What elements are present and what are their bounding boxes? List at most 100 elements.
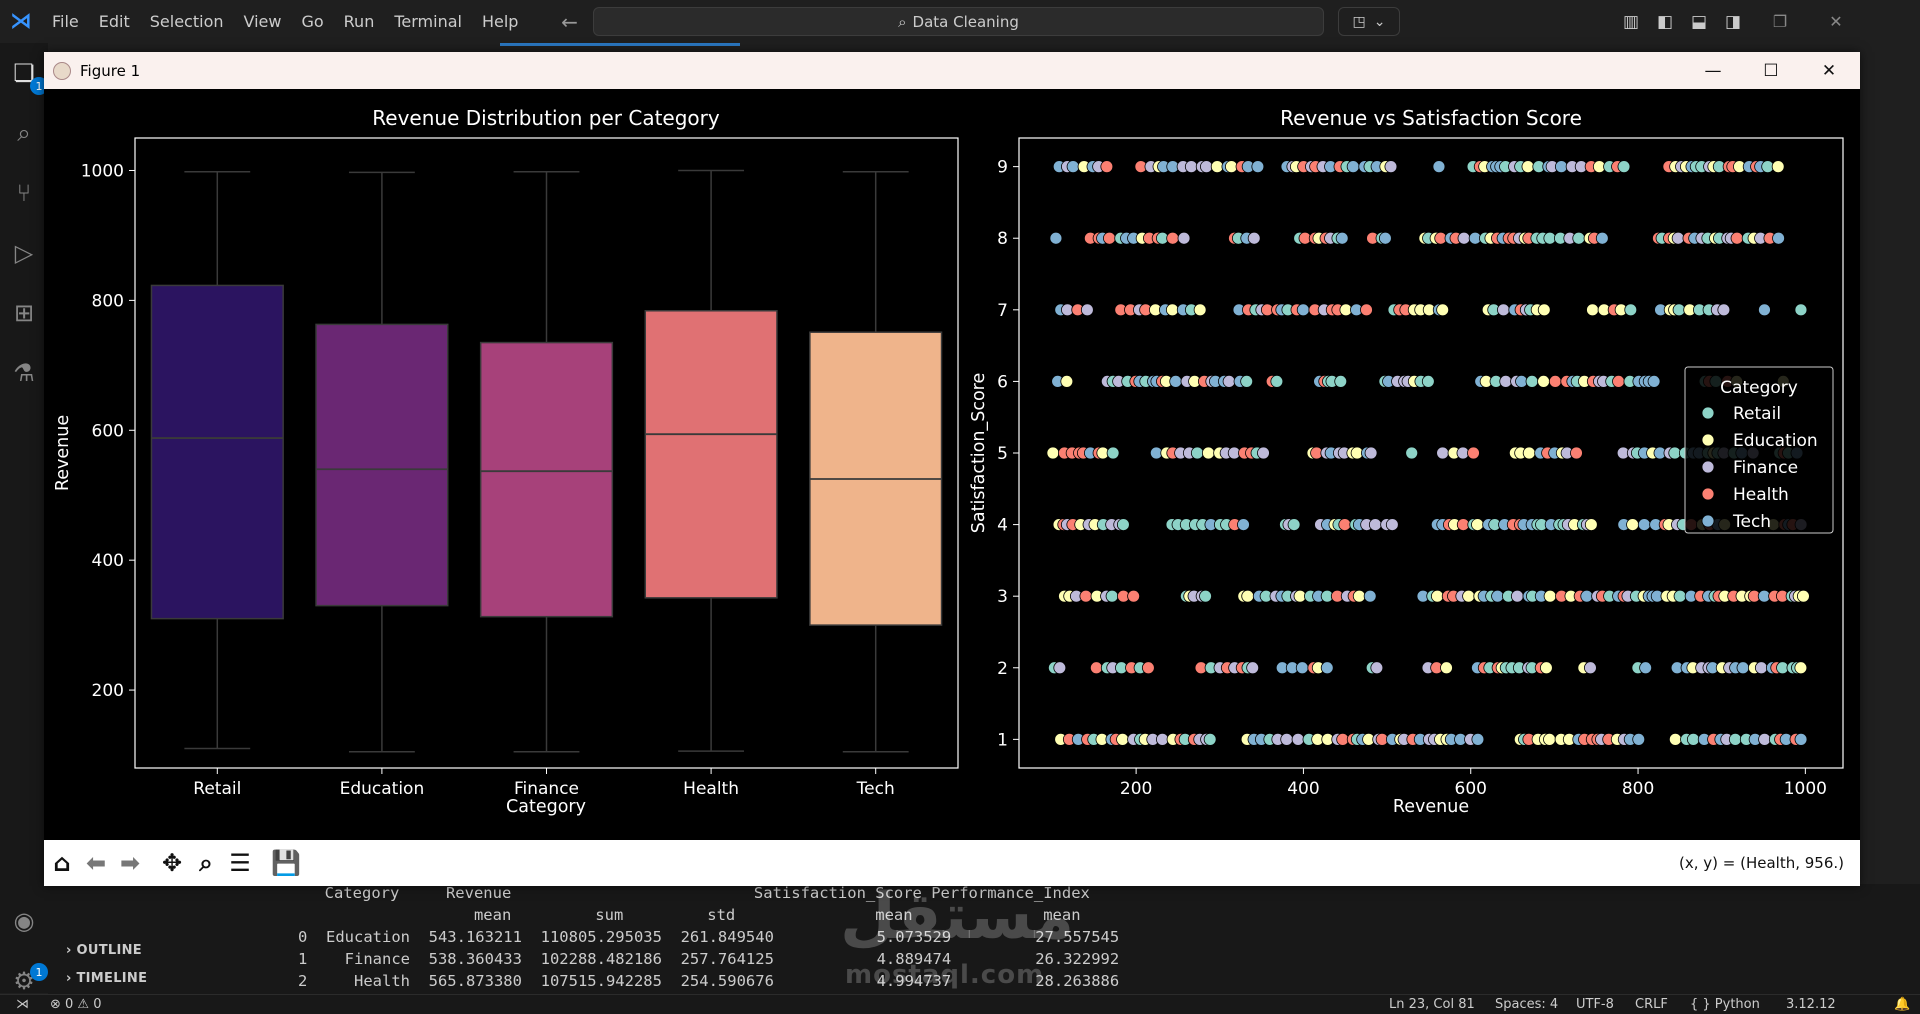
- menu-run[interactable]: Run: [343, 12, 375, 31]
- run-debug-icon[interactable]: ▷: [14, 239, 34, 267]
- save-icon[interactable]: 💾: [271, 849, 301, 877]
- toggle-primary-sidebar-icon[interactable]: ◧: [1656, 11, 1674, 32]
- source-control-icon[interactable]: ⑂: [16, 179, 32, 207]
- activity-bar: ❏ 1 ⌕ ⑂ ▷ ⊞ ⚗ ◉ ⚙ 1: [0, 43, 48, 995]
- close-window-icon[interactable]: ✕: [1829, 12, 1843, 31]
- encoding[interactable]: UTF-8: [1576, 997, 1614, 1012]
- scatter-point-education: [1440, 661, 1453, 675]
- outline-section[interactable]: › OUTLINE: [66, 943, 142, 958]
- account-icon[interactable]: ◉: [13, 907, 35, 935]
- scatter-point-education: [1543, 589, 1557, 603]
- forward-icon[interactable]: ➡: [119, 849, 141, 877]
- timeline-section[interactable]: › TIMELINE: [66, 971, 148, 986]
- zoom-icon[interactable]: ⌕: [199, 849, 213, 877]
- legend-frame: [1684, 366, 1834, 534]
- python-version[interactable]: 3.12.12: [1786, 997, 1836, 1012]
- problems-indicator[interactable]: ⊗ 0 ⚠ 0: [50, 997, 102, 1012]
- search-activity-icon[interactable]: ⌕: [17, 119, 31, 147]
- explorer-icon[interactable]: ❏: [13, 59, 35, 87]
- line-ending[interactable]: CRLF: [1635, 997, 1668, 1012]
- menu-help[interactable]: Help: [481, 12, 519, 31]
- figure-title-bar: Figure 1 — ☐ ✕: [44, 52, 1860, 89]
- terminal-header-1: Category Revenue Satisfaction_Score Perf…: [278, 884, 1090, 902]
- configure-subplots-icon[interactable]: ☰: [229, 849, 251, 877]
- figure-canvas[interactable]: Revenue Distribution per Category Catego…: [44, 89, 1860, 840]
- menu-edit[interactable]: Edit: [98, 12, 130, 31]
- scatter-point-education: [1165, 303, 1179, 317]
- scatter-ylabel: Satisfaction_Score: [969, 373, 989, 533]
- scatter-point-education: [1543, 732, 1556, 746]
- scatter-point-finance: [1370, 661, 1384, 675]
- maximize-icon[interactable]: ☐: [1763, 60, 1779, 81]
- scatter-y-tick-label: 2: [997, 659, 1008, 679]
- scatter-point-retail: [1525, 375, 1539, 388]
- testing-icon[interactable]: ⚗: [13, 359, 35, 387]
- scatter-point-education: [1584, 518, 1598, 531]
- scatter-point-tech: [1639, 661, 1653, 675]
- scatter-point-tech: [1554, 160, 1568, 174]
- boxplot-ylabel: Revenue: [53, 415, 73, 491]
- scatter-point-health: [1338, 518, 1352, 531]
- scatter-point-tech: [1251, 160, 1265, 174]
- remote-icon[interactable]: ⋊: [16, 997, 29, 1012]
- scatter-y-tick-label: 5: [997, 444, 1008, 464]
- scatter-point-education: [1046, 446, 1060, 460]
- customize-layout-icon[interactable]: ▥: [1622, 11, 1640, 32]
- scatter-point-tech: [1632, 732, 1646, 746]
- minimize-icon[interactable]: —: [1704, 60, 1722, 81]
- scatter-point-retail: [1617, 160, 1631, 174]
- scatter-point-retail: [1672, 303, 1686, 317]
- box-finance: [479, 341, 614, 618]
- scatter-point-tech: [1772, 231, 1785, 245]
- watermark-logo: مستقل: [840, 880, 1075, 954]
- menu-file[interactable]: File: [52, 12, 79, 31]
- timeline-label: TIMELINE: [76, 971, 148, 986]
- legend-label-finance: Finance: [1733, 458, 1798, 478]
- back-arrow-icon[interactable]: ←: [561, 9, 578, 34]
- scatter-point-tech: [1346, 160, 1360, 174]
- toggle-secondary-sidebar-icon[interactable]: ◨: [1724, 11, 1742, 32]
- language-mode[interactable]: { } Python: [1690, 997, 1760, 1012]
- notifications-icon[interactable]: 🔔: [1894, 997, 1911, 1012]
- close-icon[interactable]: ✕: [1821, 60, 1837, 81]
- legend-marker-finance: [1701, 460, 1715, 474]
- home-icon[interactable]: ⌂: [53, 849, 71, 877]
- settings-gear-icon[interactable]: ⚙: [13, 967, 35, 995]
- menu-go[interactable]: Go: [301, 12, 324, 31]
- scatter-point-education: [1060, 375, 1074, 388]
- command-center-search[interactable]: ⌕ Data Cleaning: [593, 7, 1324, 36]
- extensions-icon[interactable]: ⊞: [13, 299, 35, 327]
- scatter-legend[interactable]: Category Retail Education Finance Health Tec…: [1684, 366, 1834, 534]
- toggle-panel-icon[interactable]: ⬓: [1690, 11, 1708, 32]
- legend-marker-health: [1701, 487, 1715, 501]
- scatter-x-tick-label: 800: [1622, 779, 1654, 799]
- scatter-point-finance: [1155, 732, 1169, 746]
- scatter-point-tech: [1794, 732, 1808, 746]
- copilot-button[interactable]: ◳ ⌄: [1338, 7, 1400, 36]
- scatter-point-finance: [1384, 160, 1398, 174]
- scatter-y-tick-label: 3: [997, 587, 1008, 607]
- boxplot-x-tick-label: Finance: [514, 779, 579, 799]
- menu-selection[interactable]: Selection: [149, 12, 224, 31]
- scatter-point-retail: [1421, 375, 1435, 388]
- restore-window-icon[interactable]: ❐: [1772, 12, 1788, 31]
- legend-title: Category: [1720, 378, 1798, 398]
- scatter-point-education: [1210, 160, 1224, 174]
- scatter-point-education: [1794, 661, 1808, 675]
- terminal-row: 2 Health 565.873380 107515.942285 254.59…: [298, 972, 1120, 990]
- menu-view[interactable]: View: [243, 12, 282, 31]
- boxplot-y-tick-label: 400: [92, 551, 124, 571]
- menu-terminal[interactable]: Terminal: [394, 12, 462, 31]
- back-icon[interactable]: ⬅: [85, 849, 107, 877]
- indentation[interactable]: Spaces: 4: [1495, 997, 1559, 1012]
- scatter-point-tech: [1432, 160, 1446, 174]
- terminal-output[interactable]: Category Revenue Satisfaction_Score Perf…: [272, 884, 1920, 994]
- legend-marker-retail: [1701, 406, 1715, 420]
- cursor-position[interactable]: Ln 23, Col 81: [1389, 997, 1475, 1012]
- pan-icon[interactable]: ✥: [161, 849, 183, 877]
- chevron-down-icon: ⌄: [1373, 13, 1386, 30]
- scatter-point-retail: [1203, 732, 1217, 746]
- scatter-point-education: [1771, 160, 1785, 174]
- scatter-point-tech: [1335, 231, 1349, 245]
- scatter-points: [1046, 160, 1810, 746]
